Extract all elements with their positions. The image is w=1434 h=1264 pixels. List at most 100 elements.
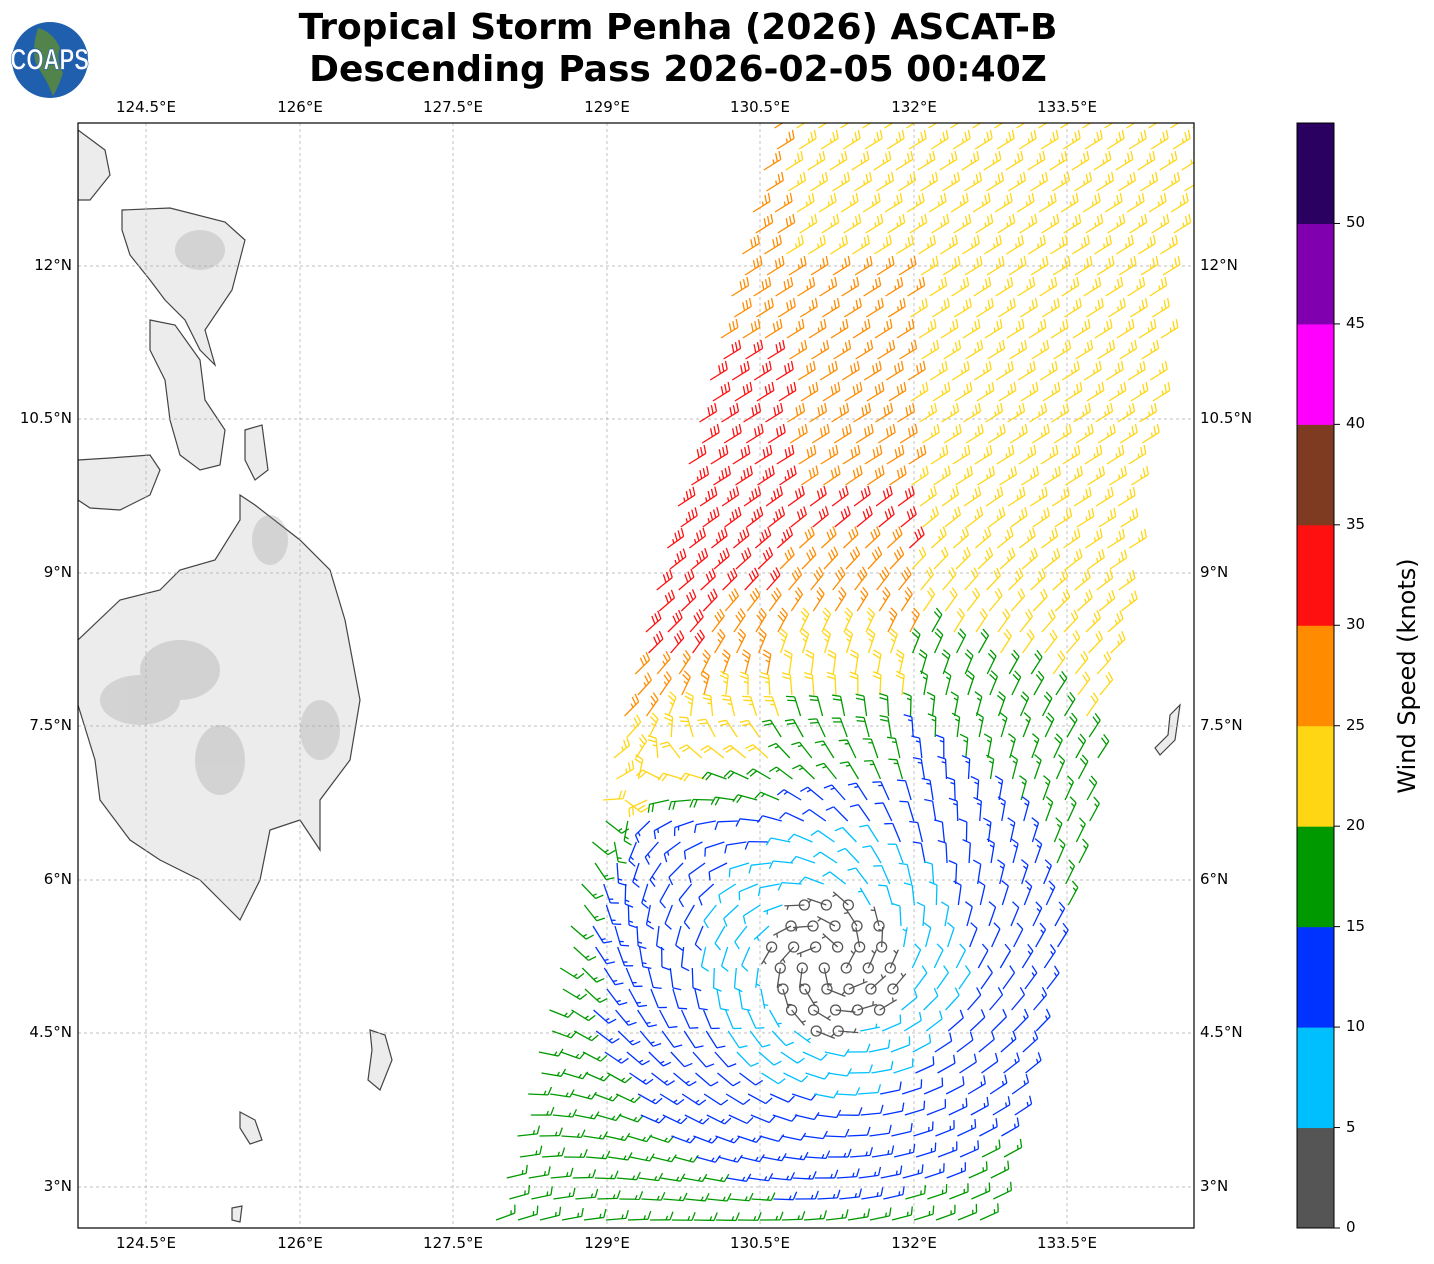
wind-barb bbox=[1130, 381, 1149, 402]
wind-barb bbox=[715, 1135, 741, 1144]
wind-barb bbox=[1033, 670, 1045, 696]
wind-barb bbox=[962, 838, 971, 864]
wind-barb bbox=[1067, 796, 1077, 822]
wind-barb bbox=[838, 1107, 863, 1116]
wind-barb bbox=[992, 1096, 1011, 1116]
wind-barb bbox=[884, 949, 899, 974]
wind-barb bbox=[738, 1212, 762, 1221]
wind-barb bbox=[871, 1145, 895, 1158]
wind-barb bbox=[941, 486, 960, 507]
wind-barb bbox=[774, 962, 786, 988]
wind-barb bbox=[959, 1140, 980, 1158]
wind-barb bbox=[855, 423, 874, 444]
wind-barb bbox=[962, 234, 980, 255]
lat-tick-left: 4.5°N bbox=[29, 1023, 72, 1041]
wind-barb bbox=[769, 1093, 795, 1103]
wind-barb bbox=[735, 818, 760, 827]
wind-barb bbox=[989, 986, 1004, 1011]
wind-barb bbox=[900, 506, 917, 528]
wind-barb bbox=[1054, 507, 1073, 528]
wind-barb bbox=[702, 1009, 720, 1030]
wind-barb bbox=[1054, 901, 1066, 927]
wind-barb bbox=[1138, 318, 1157, 339]
lat-tick-right: 12°N bbox=[1200, 256, 1238, 274]
wind-barb bbox=[1075, 733, 1087, 759]
wind-barb bbox=[882, 1102, 905, 1116]
wind-barb bbox=[854, 566, 868, 591]
wind-barb bbox=[1097, 423, 1116, 444]
wind-barb bbox=[1031, 423, 1050, 444]
wind-barb bbox=[881, 1014, 902, 1032]
wind-barb bbox=[942, 171, 961, 192]
wind-barb bbox=[923, 861, 935, 885]
wind-barb bbox=[798, 444, 817, 465]
wind-barb bbox=[920, 255, 939, 276]
wind-barb bbox=[789, 339, 808, 360]
wind-barb bbox=[854, 255, 873, 276]
wind-barb bbox=[937, 1141, 958, 1158]
wind-barb bbox=[774, 123, 784, 129]
wind-barb bbox=[1042, 381, 1061, 402]
wind-barb bbox=[760, 988, 769, 1009]
wind-barb bbox=[964, 255, 983, 276]
wind-barb bbox=[779, 546, 795, 570]
wind-barb bbox=[936, 965, 949, 990]
wind-barb bbox=[1060, 192, 1079, 213]
wind-barb bbox=[1008, 649, 1020, 675]
wind-barb bbox=[1006, 234, 1024, 255]
wind-barb bbox=[1064, 381, 1083, 402]
wind-barb bbox=[778, 381, 797, 402]
wind-barb bbox=[943, 339, 962, 360]
wind-barb bbox=[781, 672, 793, 696]
wind-barb bbox=[797, 360, 816, 381]
wind-barb bbox=[680, 946, 690, 972]
wind-barb bbox=[937, 755, 948, 780]
wind-barb bbox=[988, 587, 1003, 612]
wind-barb bbox=[705, 1030, 726, 1049]
wind-barb bbox=[973, 276, 992, 297]
wind-barb bbox=[903, 1011, 922, 1032]
wind-barb bbox=[714, 628, 726, 654]
wind-barb bbox=[614, 925, 630, 947]
bohol-island bbox=[78, 454, 161, 511]
wind-barb bbox=[851, 150, 870, 171]
wind-barb bbox=[900, 586, 913, 612]
wind-barb bbox=[697, 718, 716, 738]
wind-barb bbox=[978, 628, 990, 654]
wind-barb bbox=[864, 129, 883, 150]
wind-barb bbox=[637, 1009, 658, 1028]
wind-barb bbox=[820, 444, 839, 465]
wind-barb bbox=[595, 946, 616, 965]
wind-barb bbox=[1098, 507, 1117, 528]
wind-barb bbox=[1129, 528, 1147, 549]
wind-barb bbox=[1078, 838, 1089, 864]
wind-barb bbox=[996, 691, 1006, 717]
wind-barb bbox=[726, 1173, 752, 1182]
wind-barb bbox=[628, 841, 638, 867]
wind-barb bbox=[1104, 123, 1114, 129]
wind-barb bbox=[791, 1093, 818, 1101]
wind-barb bbox=[724, 1009, 742, 1030]
wind-barb bbox=[552, 1030, 578, 1039]
wind-barb bbox=[746, 587, 761, 612]
small-island bbox=[239, 1111, 263, 1145]
wind-barb bbox=[872, 671, 882, 696]
wind-barb bbox=[811, 423, 830, 444]
colorbar-segment bbox=[1297, 524, 1334, 626]
wind-barb bbox=[1010, 507, 1028, 528]
wind-barb bbox=[826, 671, 837, 696]
wind-barb bbox=[773, 920, 797, 938]
wind-barb bbox=[1086, 775, 1098, 801]
wind-barb bbox=[869, 1124, 892, 1137]
wind-barb bbox=[1181, 153, 1194, 171]
wind-barb bbox=[549, 1009, 575, 1019]
wind-barb bbox=[753, 925, 770, 941]
wind-barb bbox=[671, 1135, 697, 1144]
wind-barb bbox=[861, 1187, 884, 1200]
wind-barb bbox=[1160, 318, 1179, 339]
wind-barb bbox=[979, 1203, 999, 1221]
wind-barb bbox=[712, 967, 722, 992]
wind-barb bbox=[711, 608, 725, 633]
wind-barb bbox=[790, 587, 804, 612]
wind-barb bbox=[962, 318, 981, 339]
